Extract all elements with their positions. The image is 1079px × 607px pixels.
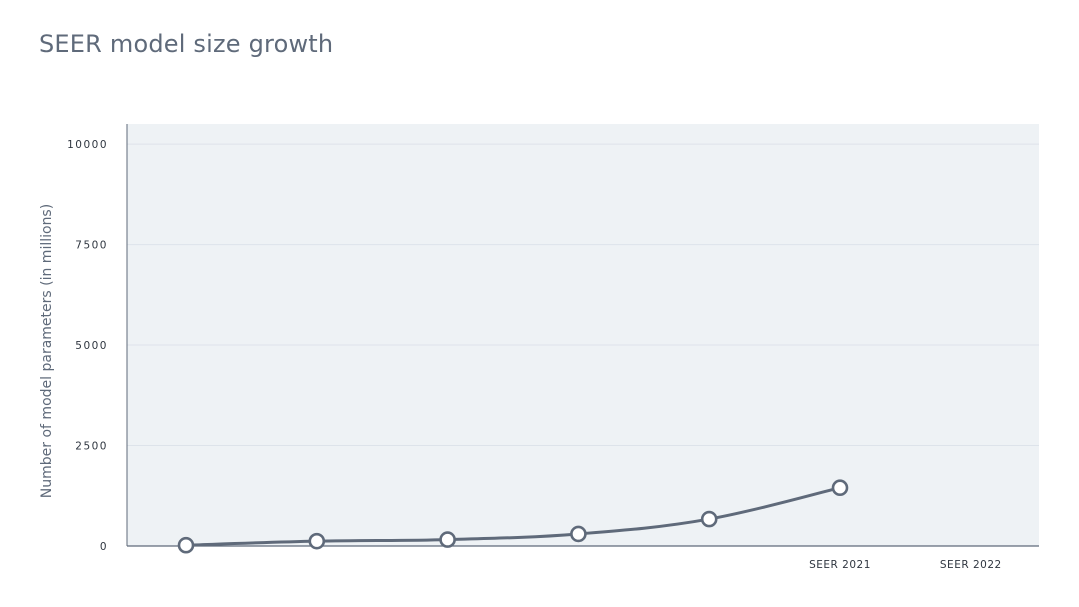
y-tick-label-1: 2500 — [75, 441, 108, 453]
y-tick-label-0: 0 — [100, 541, 108, 553]
plot-background — [127, 124, 1039, 546]
data-point-4 — [700, 510, 718, 528]
x-tick-label-6: SEER 2022 — [940, 559, 1002, 571]
y-tick-label-4: 10000 — [67, 139, 108, 151]
data-point-5 — [831, 479, 849, 497]
y-axis-label: Number of model parameters (in millions) — [39, 204, 55, 498]
data-points — [177, 479, 849, 554]
y-tick-label-2: 5000 — [75, 340, 108, 352]
chart-title: SEER model size growth — [39, 30, 334, 58]
data-point-1 — [308, 532, 326, 550]
series-line — [185, 486, 841, 547]
y-tick-labels: 0 2500 5000 7500 10000 — [67, 139, 108, 553]
y-tick-label-3: 7500 — [75, 240, 108, 252]
grid-lines — [127, 143, 1039, 447]
data-point-0 — [177, 536, 195, 554]
x-tick-label-5: SEER 2021 — [809, 559, 871, 571]
x-tick-labels: SEER 2021 SEER 2022 — [809, 559, 1002, 571]
data-point-3 — [570, 525, 587, 543]
data-point-2 — [439, 531, 456, 548]
